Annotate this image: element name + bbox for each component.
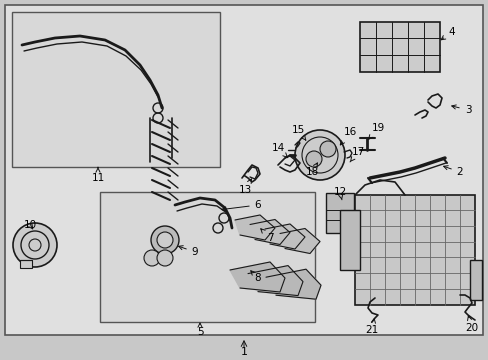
Text: 9: 9	[178, 246, 198, 257]
Bar	[359, 22, 439, 72]
Polygon shape	[264, 224, 305, 249]
Text: 16: 16	[340, 127, 356, 145]
Text: 17: 17	[349, 147, 364, 162]
Text: 1: 1	[240, 347, 247, 357]
Bar	[100, 192, 314, 322]
Bar	[325, 193, 353, 233]
Text: 3: 3	[451, 105, 470, 115]
Text: 21: 21	[365, 319, 378, 335]
Text: 13: 13	[238, 179, 251, 195]
Circle shape	[157, 250, 173, 266]
Text: 14: 14	[271, 143, 287, 158]
Bar	[469, 260, 481, 300]
Text: 19: 19	[368, 123, 384, 139]
Text: 2: 2	[443, 166, 462, 177]
Text: 10: 10	[23, 220, 37, 230]
Text: 8: 8	[250, 271, 261, 283]
Text: 5: 5	[196, 323, 203, 337]
Text: 12: 12	[333, 187, 346, 200]
Circle shape	[143, 250, 160, 266]
Polygon shape	[229, 262, 285, 292]
Text: 4: 4	[440, 27, 454, 40]
Circle shape	[305, 151, 321, 167]
Polygon shape	[235, 215, 274, 240]
Circle shape	[319, 141, 335, 157]
Bar	[12, 12, 220, 167]
Text: 15: 15	[291, 125, 305, 140]
Circle shape	[294, 130, 345, 180]
Polygon shape	[247, 266, 303, 296]
Polygon shape	[265, 269, 320, 299]
Circle shape	[157, 232, 173, 248]
Bar	[20, 260, 32, 268]
Text: 18: 18	[305, 163, 318, 177]
Text: 20: 20	[465, 316, 478, 333]
Bar	[354, 195, 474, 305]
Circle shape	[13, 223, 57, 267]
Text: 7: 7	[260, 229, 273, 243]
Text: 11: 11	[91, 167, 104, 183]
Circle shape	[151, 226, 179, 254]
Text: 6: 6	[222, 200, 261, 211]
Polygon shape	[280, 229, 319, 253]
Polygon shape	[249, 220, 289, 244]
Bar	[339, 210, 359, 270]
